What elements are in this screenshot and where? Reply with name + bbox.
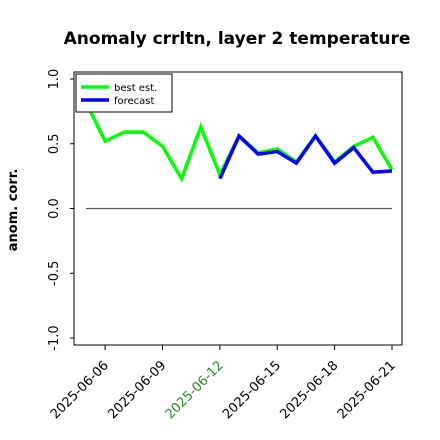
x-tick-label: 2025-06-18 [277, 358, 341, 422]
y-tick-label: -0.5 [47, 261, 62, 286]
legend-label: forecast [114, 96, 155, 107]
chart-title: Anomaly crrltn, layer 2 temperature [64, 29, 411, 49]
series-layer [84, 101, 394, 183]
x-tick-label: 2025-06-21 [335, 358, 399, 422]
legend-box [75, 73, 173, 113]
x-axis: 2025-06-062025-06-092025-06-122025-06-15… [48, 345, 399, 422]
series-line-forecast [218, 132, 393, 180]
x-tick-label: 2025-06-12 [163, 358, 227, 422]
legend: best est. forecast [75, 73, 173, 113]
y-tick-label: 0.5 [47, 133, 62, 154]
y-tick-label: -1.0 [47, 325, 62, 350]
y-axis-label: anom. corr. [6, 169, 21, 252]
y-tick-label: 1.0 [47, 69, 62, 90]
y-axis: -1.0 -0.5 0.0 0.5 1.0 [47, 69, 74, 351]
x-tick-label: 2025-06-09 [105, 358, 169, 422]
plot-area [73, 71, 403, 346]
series-line-best-est [84, 101, 394, 183]
y-tick-label: 0.0 [47, 198, 62, 219]
x-tick-label: 2025-06-06 [48, 358, 112, 422]
legend-label: best est. [114, 83, 157, 94]
x-tick-label: 2025-06-15 [220, 358, 284, 422]
